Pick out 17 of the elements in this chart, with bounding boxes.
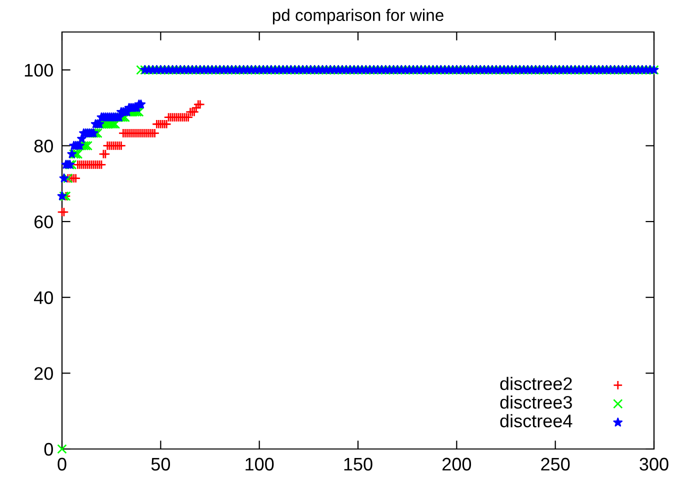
legend-label: disctree3 [500, 395, 572, 409]
legend-label: disctree2 [500, 376, 572, 390]
y-tick-label: 40 [34, 291, 53, 304]
x-tick-label: 100 [246, 458, 274, 471]
legend-label: disctree4 [500, 414, 572, 428]
y-tick-label: 60 [34, 215, 53, 228]
chart-title: pd comparison for wine [272, 8, 444, 24]
x-tick-label: 50 [151, 458, 170, 471]
y-tick-label: 80 [34, 140, 53, 152]
x-tick-label: 0 [58, 458, 66, 471]
x-tick-label: 200 [442, 458, 472, 471]
x-tick-label: 150 [344, 458, 372, 471]
x-tick-label: 250 [541, 458, 570, 471]
x-tick-label: 300 [640, 458, 668, 471]
y-tick-label: 0 [44, 442, 53, 456]
y-tick-label: 100 [24, 64, 53, 77]
y-tick-label: 20 [34, 367, 53, 380]
